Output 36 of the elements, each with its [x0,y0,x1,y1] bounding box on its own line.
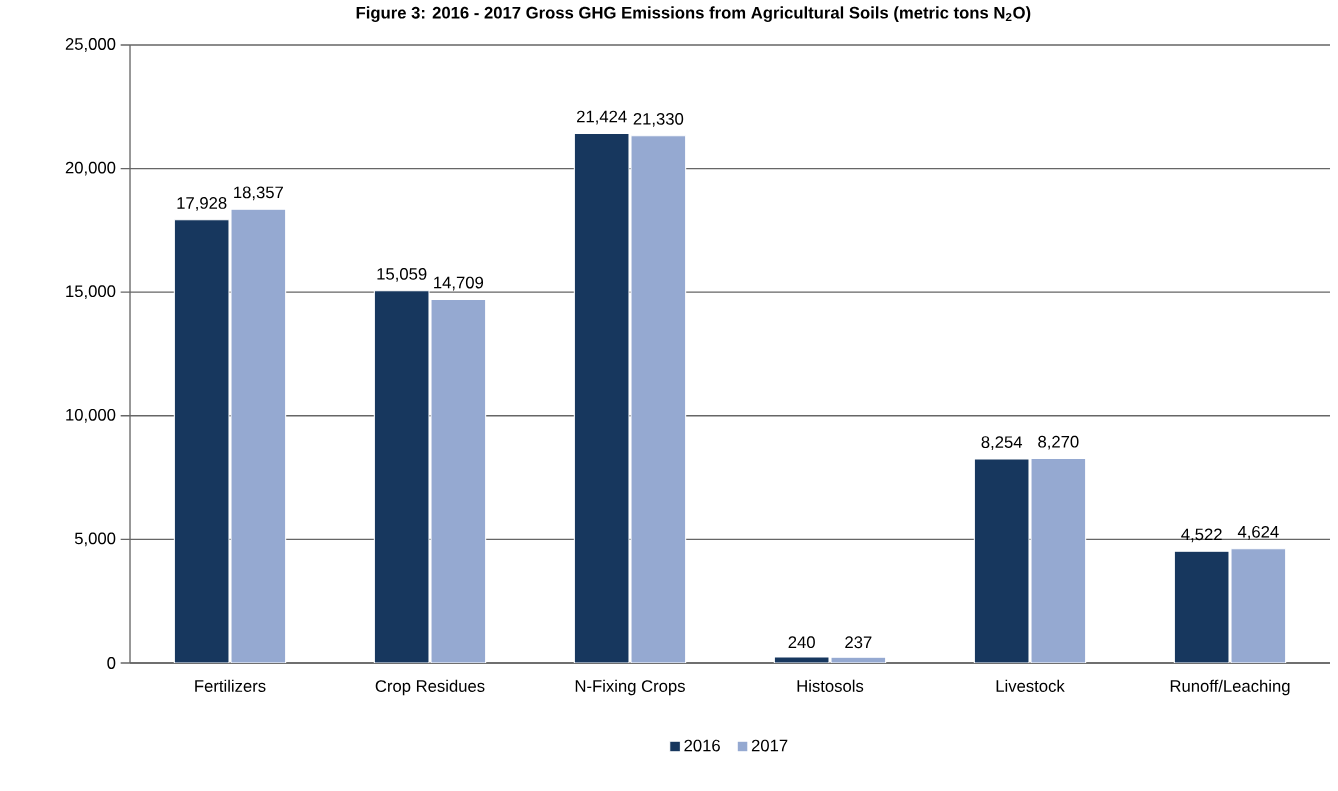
bar [1173,550,1230,663]
y-tick-label: 20,000 [65,161,116,176]
data-label: 4,624 [1237,525,1279,540]
x-tick-label: Runoff/Leaching [1170,679,1290,696]
data-label: 18,357 [234,186,283,201]
data-label: 237 [845,636,872,649]
x-tick-label: Crop Residues [375,679,485,696]
data-label: 14,709 [434,276,484,291]
y-tick-label: 10,000 [66,408,116,423]
chart-title: Figure 3: 2016 - 2017 Gross GHG Emissions from Agricultural Soils (metric tons N$_{2}$O) [356,6,1031,22]
data-label: 8,254 [981,436,1023,450]
bar [973,458,1030,663]
x-tick-label: Histosols [797,679,864,692]
data-label: 15,059 [377,268,427,282]
legend-label: 2016 [684,739,720,752]
y-tick-label: 0 [107,657,116,669]
bar [230,208,287,663]
data-label: 21,424 [577,110,627,125]
bar [630,135,687,663]
x-tick-label: Livestock [996,679,1065,692]
bar [573,132,630,663]
legend-label: 2017 [751,739,788,752]
data-label: 21,330 [633,112,684,127]
y-tick-label: 5,000 [74,532,116,547]
y-tick-label: 15,000 [66,285,116,300]
data-label: 17,928 [177,197,227,211]
bar [373,290,430,663]
bar [1230,548,1287,663]
data-label: 240 [788,636,815,649]
x-tick-label: Fertilizers [195,679,266,692]
x-tick-label: N-Fixing Crops [575,679,685,696]
bar [430,298,487,663]
bar [173,219,230,663]
data-label: 8,270 [1038,435,1079,450]
y-tick-label: 25,000 [65,38,116,52]
bar [1030,458,1087,663]
